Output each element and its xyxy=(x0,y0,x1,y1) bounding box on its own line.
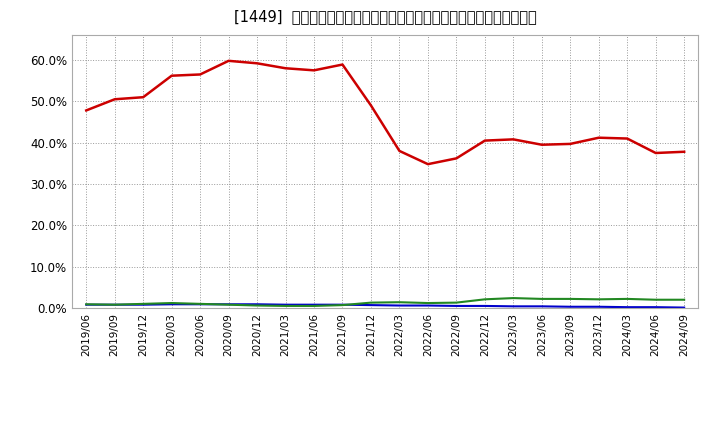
のれん xyxy=(566,304,575,309)
自己資本 xyxy=(566,141,575,147)
のれん xyxy=(395,303,404,308)
繰延税金資産 xyxy=(139,301,148,307)
繰延税金資産 xyxy=(395,300,404,305)
繰延税金資産 xyxy=(680,297,688,302)
のれん xyxy=(680,305,688,310)
のれん xyxy=(452,303,461,308)
自己資本 xyxy=(395,148,404,154)
自己資本 xyxy=(139,95,148,100)
繰延税金資産 xyxy=(167,301,176,306)
自己資本 xyxy=(452,156,461,161)
自己資本 xyxy=(110,97,119,102)
のれん xyxy=(366,302,375,308)
のれん xyxy=(509,304,518,309)
Title: [1449]  自己資本、のれん、繰延税金資産の総資産に対する比率の推移: [1449] 自己資本、のれん、繰延税金資産の総資産に対する比率の推移 xyxy=(234,9,536,24)
繰延税金資産 xyxy=(82,302,91,307)
Line: 自己資本: 自己資本 xyxy=(86,61,684,164)
自己資本 xyxy=(338,62,347,67)
のれん xyxy=(595,304,603,309)
自己資本 xyxy=(282,66,290,71)
自己資本 xyxy=(253,61,261,66)
自己資本 xyxy=(652,150,660,156)
のれん xyxy=(537,304,546,309)
のれん xyxy=(196,302,204,307)
のれん xyxy=(110,302,119,307)
自己資本 xyxy=(196,72,204,77)
自己資本 xyxy=(167,73,176,78)
のれん xyxy=(253,302,261,307)
自己資本 xyxy=(82,108,91,113)
のれん xyxy=(652,304,660,310)
繰延税金資産 xyxy=(338,302,347,308)
繰延税金資産 xyxy=(480,297,489,302)
繰延税金資産 xyxy=(310,303,318,308)
繰延税金資産 xyxy=(452,300,461,305)
繰延税金資産 xyxy=(652,297,660,302)
繰延税金資産 xyxy=(509,295,518,301)
繰延税金資産 xyxy=(366,300,375,305)
のれん xyxy=(225,302,233,307)
自己資本 xyxy=(423,161,432,167)
繰延税金資産 xyxy=(225,302,233,307)
のれん xyxy=(338,302,347,307)
繰延税金資産 xyxy=(566,296,575,301)
Line: のれん: のれん xyxy=(86,304,684,308)
自己資本 xyxy=(310,68,318,73)
自己資本 xyxy=(680,149,688,154)
繰延税金資産 xyxy=(110,302,119,307)
Line: 繰延税金資産: 繰延税金資産 xyxy=(86,298,684,306)
自己資本 xyxy=(537,142,546,147)
のれん xyxy=(82,302,91,307)
のれん xyxy=(167,302,176,307)
自己資本 xyxy=(623,136,631,141)
のれん xyxy=(423,303,432,308)
繰延税金資産 xyxy=(196,301,204,307)
自己資本 xyxy=(509,137,518,142)
のれん xyxy=(139,302,148,307)
自己資本 xyxy=(366,103,375,108)
のれん xyxy=(310,302,318,307)
のれん xyxy=(480,303,489,308)
自己資本 xyxy=(225,58,233,63)
繰延税金資産 xyxy=(253,303,261,308)
繰延税金資産 xyxy=(537,296,546,301)
繰延税金資産 xyxy=(623,296,631,301)
自己資本 xyxy=(480,138,489,143)
のれん xyxy=(623,304,631,310)
繰延税金資産 xyxy=(282,303,290,308)
繰延税金資産 xyxy=(595,297,603,302)
繰延税金資産 xyxy=(423,301,432,306)
自己資本 xyxy=(595,135,603,140)
のれん xyxy=(282,302,290,307)
